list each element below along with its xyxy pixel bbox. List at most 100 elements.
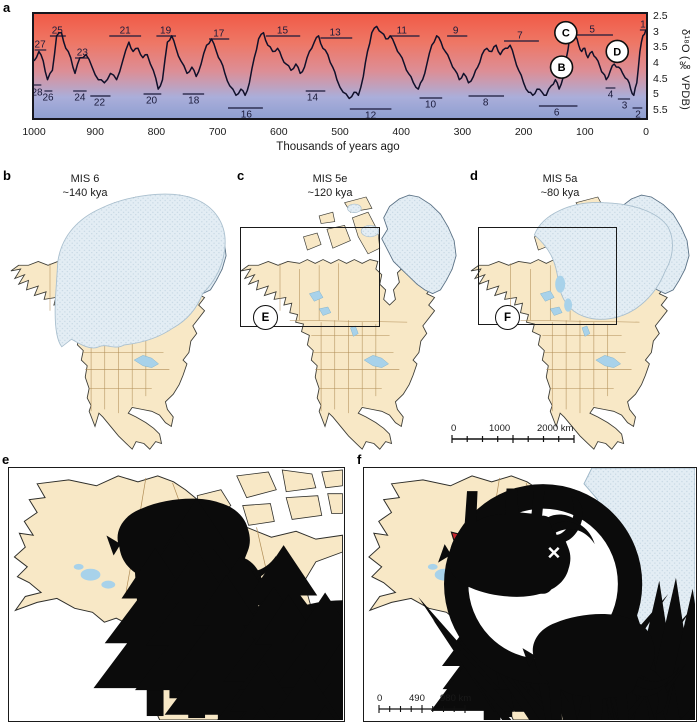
mis-stage-number: 23: [77, 48, 89, 59]
inset-box-e: [240, 227, 380, 327]
panel-d-title-line1: MIS 5a: [542, 173, 578, 185]
x-tick: 0: [643, 126, 649, 138]
mis-stage-number: 9: [453, 26, 459, 37]
mis-stage-number: 16: [241, 110, 253, 119]
mis-stage-number: 8: [483, 98, 489, 109]
x-tick: 1000: [22, 126, 46, 138]
map-mis6: [10, 193, 227, 450]
marker-circle-d: [605, 39, 630, 64]
state-border: [520, 319, 640, 323]
scalebar-f: [378, 705, 466, 713]
x-tick: 600: [270, 126, 288, 138]
lake: [80, 568, 101, 581]
panel-f-label: f: [357, 452, 362, 467]
scalebar-d: [451, 435, 575, 443]
mis-stage-number: 24: [74, 93, 86, 104]
map-mis5a: [470, 194, 690, 450]
marker-circle-b: [549, 55, 574, 79]
x-tick: 900: [86, 126, 104, 138]
scalebar-d-end: 2000 km: [537, 423, 574, 434]
y-tick: 5.5: [653, 103, 668, 116]
mis-stage-number: 3: [622, 101, 628, 112]
map-glacial-retreat: [368, 467, 695, 720]
panel-c-label: c: [237, 168, 245, 183]
marker-letter: C: [562, 28, 570, 40]
panel-c-title-line2: ~120 kya: [307, 187, 353, 200]
panel-b-title-line1: MIS 6: [70, 173, 100, 185]
y-axis-label: δ¹⁸O (‰ VPDB): [679, 28, 691, 110]
mis-stage-number: 25: [52, 26, 64, 37]
arctic-island: [326, 225, 351, 249]
lake: [581, 325, 591, 337]
mis-stage-number: 10: [425, 100, 437, 111]
marker-letter: B: [558, 62, 566, 74]
mis-stage-number: 13: [330, 28, 342, 39]
panel-c-title-line1: MIS 5e: [312, 173, 348, 185]
mis-stage-number: 19: [160, 26, 172, 37]
lake: [318, 306, 332, 316]
lake: [540, 290, 555, 302]
mis-stage-number: 1: [640, 20, 646, 31]
mis-stage-number: 11: [397, 26, 408, 37]
mis-stage-number: 14: [307, 93, 319, 104]
mis-stage-number: 28: [34, 88, 43, 99]
proglacial-lake: [555, 275, 566, 293]
arctic-island: [303, 232, 322, 251]
inset-letter-e: E: [253, 305, 278, 330]
panel-b-title: MIS 6 ~140 kya: [35, 172, 135, 201]
panel-b-label: b: [3, 168, 11, 183]
inset-letter-f: F: [495, 305, 520, 330]
x-tick: 100: [576, 126, 594, 138]
panel-f-box: [363, 467, 697, 722]
arctic-island: [285, 495, 323, 520]
mis-stage-number: 26: [43, 93, 55, 104]
state-border: [289, 319, 408, 323]
arctic-island: [321, 469, 343, 489]
mis-stage-number: 2: [635, 110, 641, 119]
x-tick: 200: [514, 126, 533, 138]
mis-stage-number: 6: [554, 108, 560, 119]
mis-stage-number: 15: [277, 26, 289, 37]
mis-stage-number: 27: [35, 40, 47, 51]
marker-letter: D: [613, 46, 621, 58]
mis-stage-number: 17: [213, 29, 225, 40]
y-tick: 4: [653, 56, 659, 69]
lake: [595, 355, 621, 368]
scalebar-d-0: 0: [451, 423, 457, 434]
isotope-chart: 27 25 23 21 19 17 15 13 11 9 7 5 1 28 26 24 22 20 18 16 14 12…: [32, 12, 648, 120]
panel-e-label: e: [2, 452, 10, 467]
scalebar-d-mid: 1000: [489, 423, 511, 434]
lake: [427, 563, 438, 570]
panel-e-box: [8, 467, 345, 722]
map-interglacial-range: [13, 469, 343, 720]
panel-c-title: MIS 5e ~120 kya: [270, 172, 390, 201]
lake: [309, 290, 324, 302]
arctic-island: [236, 471, 277, 499]
x-tick: 700: [208, 126, 227, 138]
arctic-island: [318, 211, 336, 224]
lake: [101, 580, 116, 589]
mis-stage-number: 4: [608, 90, 614, 101]
mis-stage-number: 5: [589, 25, 595, 36]
lake: [73, 563, 84, 570]
continent-outline: [240, 259, 436, 450]
x-tick: 400: [392, 126, 410, 138]
mis-stage-number: 18: [188, 96, 200, 107]
x-tick: 500: [331, 126, 349, 138]
ice-cap: [360, 225, 380, 238]
lake: [133, 355, 159, 368]
mis-stage-number: 12: [365, 111, 377, 119]
lake: [363, 355, 389, 368]
mis-stage-number: 7: [517, 31, 523, 42]
lake: [549, 306, 563, 316]
d18o-curve: [34, 25, 646, 100]
arctic-island: [327, 493, 343, 514]
y-tick: 4.5: [653, 72, 668, 85]
panel-b-title-line2: ~140 kya: [62, 187, 108, 200]
mis-stage-number: 21: [120, 26, 132, 37]
mis-stage-number: 20: [146, 96, 158, 107]
arctic-island: [281, 469, 317, 493]
mis-stage-number: 22: [94, 98, 106, 109]
